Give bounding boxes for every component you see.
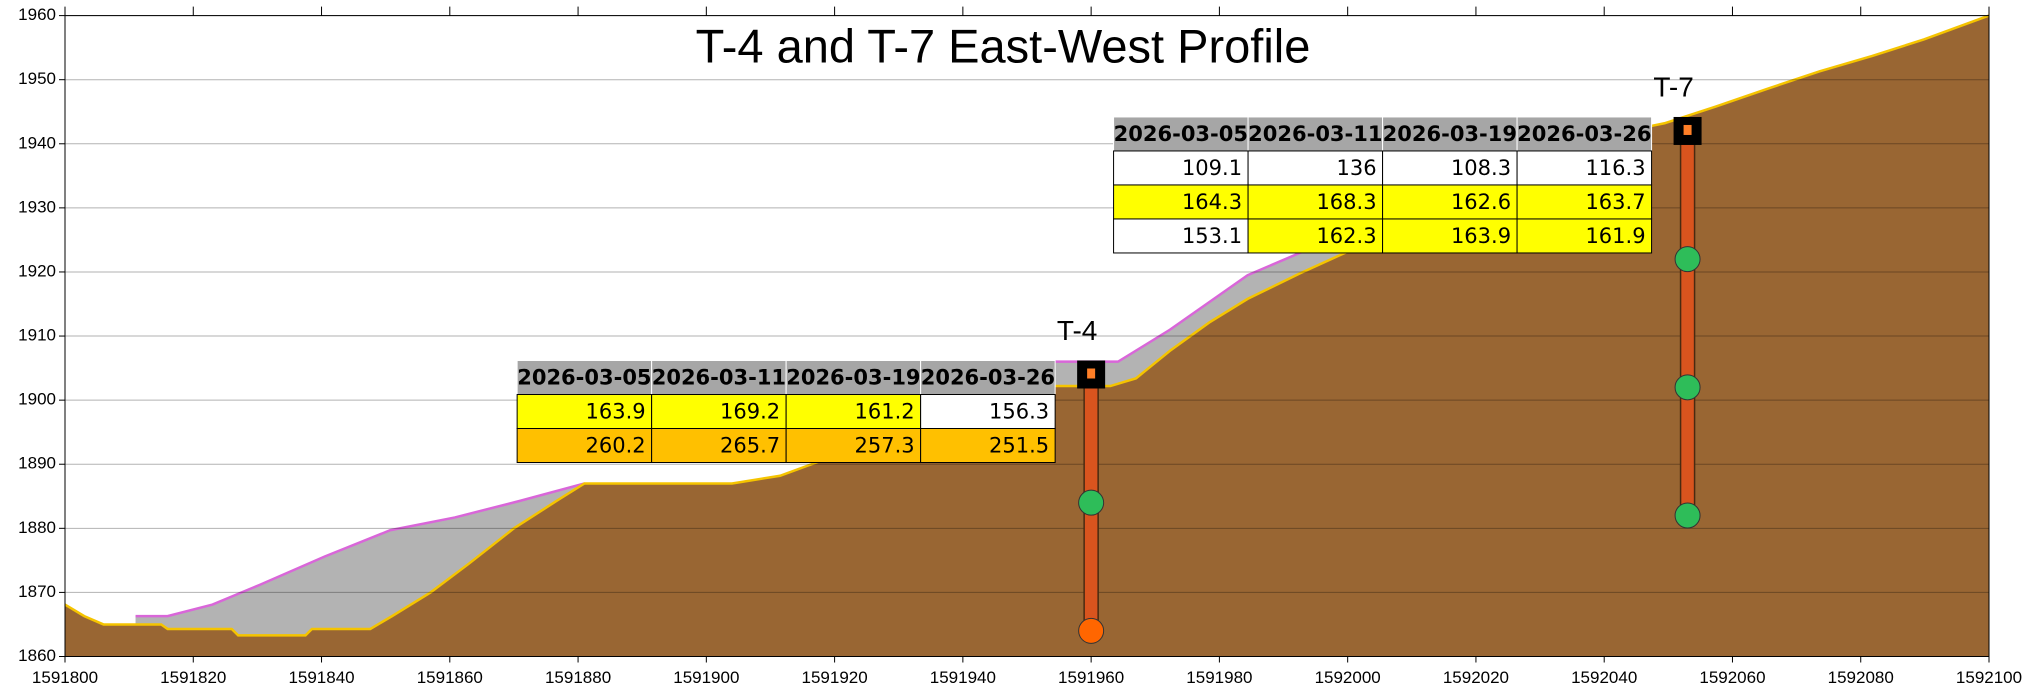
table-cell: [1113, 218, 1249, 254]
y-tick-label: 1890: [18, 454, 56, 473]
well-head-inner: [1683, 124, 1692, 135]
table-value: 260.2: [586, 434, 646, 458]
wells: T-4 T-7: [1057, 71, 1702, 644]
well-head-inner: [1087, 368, 1096, 379]
axes: 1860 1870 1880 1890 1900 1910 1920 1930 1940 1950…: [18, 5, 2022, 687]
chart-title: T-4 and T-7 East-West Profile: [696, 19, 1311, 72]
table-value: 257.3: [855, 434, 915, 458]
x-tick-label: 1592080: [1828, 668, 1894, 687]
table-cell: [1382, 218, 1518, 254]
table-header: 2026-03-19: [786, 366, 920, 390]
y-tick-label: 1960: [18, 5, 56, 24]
table-value: 161.9: [1585, 224, 1645, 248]
table-value: 116.3: [1585, 156, 1645, 180]
table-value: 251.5: [989, 434, 1049, 458]
x-tick-label: 1592060: [1699, 668, 1765, 687]
table-value: 108.3: [1451, 156, 1511, 180]
y-tick-label: 1910: [18, 326, 56, 345]
x-tick-label: 1591880: [545, 668, 611, 687]
sensor: [1674, 246, 1701, 273]
tables: 2026-03-05 2026-03-11 2026-03-19 2026-03-26…: [516, 116, 1653, 464]
table-value: 168.3: [1316, 190, 1376, 214]
sensor: [1078, 617, 1105, 644]
table-header-cell: [785, 360, 922, 396]
table-value: 164.3: [1182, 190, 1242, 214]
well-label: T-4: [1057, 315, 1097, 346]
plot-frame: [64, 15, 1990, 658]
table-value: 162.3: [1316, 224, 1376, 248]
x-tick-label: 1591800: [32, 668, 98, 687]
table-cell: [1382, 184, 1518, 220]
table-value: 163.9: [1451, 224, 1511, 248]
table-value: 265.7: [720, 434, 780, 458]
x-tick-label: 1591840: [288, 668, 354, 687]
sensor: [1078, 489, 1105, 516]
sensor: [1674, 502, 1701, 529]
table-value: 169.2: [720, 400, 780, 424]
table-cell: [1247, 218, 1384, 254]
table-header: 2026-03-11: [652, 366, 786, 390]
sensor: [1674, 374, 1701, 401]
table-cell: [516, 428, 653, 464]
table-header: 2026-03-05: [517, 366, 651, 390]
y-tick-label: 1860: [18, 646, 56, 665]
table-value: 163.7: [1585, 190, 1645, 214]
y-tick-label: 1900: [18, 390, 56, 409]
x-tick-label: 1591900: [673, 668, 739, 687]
x-tick-label: 1592000: [1315, 668, 1381, 687]
table-value: 161.2: [855, 400, 915, 424]
y-tick-label: 1950: [18, 69, 56, 88]
table-cell: [785, 428, 922, 464]
table-value: 162.6: [1451, 190, 1511, 214]
table-header: 2026-03-19: [1383, 122, 1517, 146]
y-tick-label: 1930: [18, 197, 56, 216]
table-header: 2026-03-26: [921, 366, 1055, 390]
well-casing: [1679, 130, 1696, 517]
upper-line: [135, 482, 585, 618]
table-value: 136: [1336, 156, 1376, 180]
table-value: 156.3: [989, 400, 1049, 424]
y-tick-label: 1880: [18, 518, 56, 537]
x-tick-label: 1591960: [1058, 668, 1124, 687]
y-tick-label: 1920: [18, 261, 56, 280]
x-tick-label: 1591980: [1186, 668, 1252, 687]
x-tick-label: 1592020: [1443, 668, 1509, 687]
table-cell: [920, 428, 1056, 464]
table-header-cell: [920, 360, 1056, 396]
y-tick-label: 1870: [18, 582, 56, 601]
x-tick-label: 1591820: [160, 668, 226, 687]
x-tick-label: 1591860: [417, 668, 483, 687]
x-tick-label: 1591940: [930, 668, 996, 687]
x-tick-label: 1591920: [802, 668, 868, 687]
table-header: 2026-03-11: [1248, 122, 1382, 146]
y-tick-label: 1940: [18, 133, 56, 152]
table-header-cell: [1247, 116, 1384, 152]
table-cell: [1516, 218, 1653, 254]
table-cell: [1516, 184, 1653, 220]
table-cell: [1247, 184, 1384, 220]
x-tick-label: 1592100: [1956, 668, 2022, 687]
table-value: 153.1: [1182, 224, 1242, 248]
table-value: 109.1: [1182, 156, 1242, 180]
table-header: 2026-03-05: [1114, 122, 1248, 146]
x-tick-label: 1592040: [1571, 668, 1637, 687]
well-label: T-7: [1653, 71, 1693, 102]
table-value: 163.9: [586, 400, 646, 424]
table-header: 2026-03-26: [1517, 122, 1651, 146]
